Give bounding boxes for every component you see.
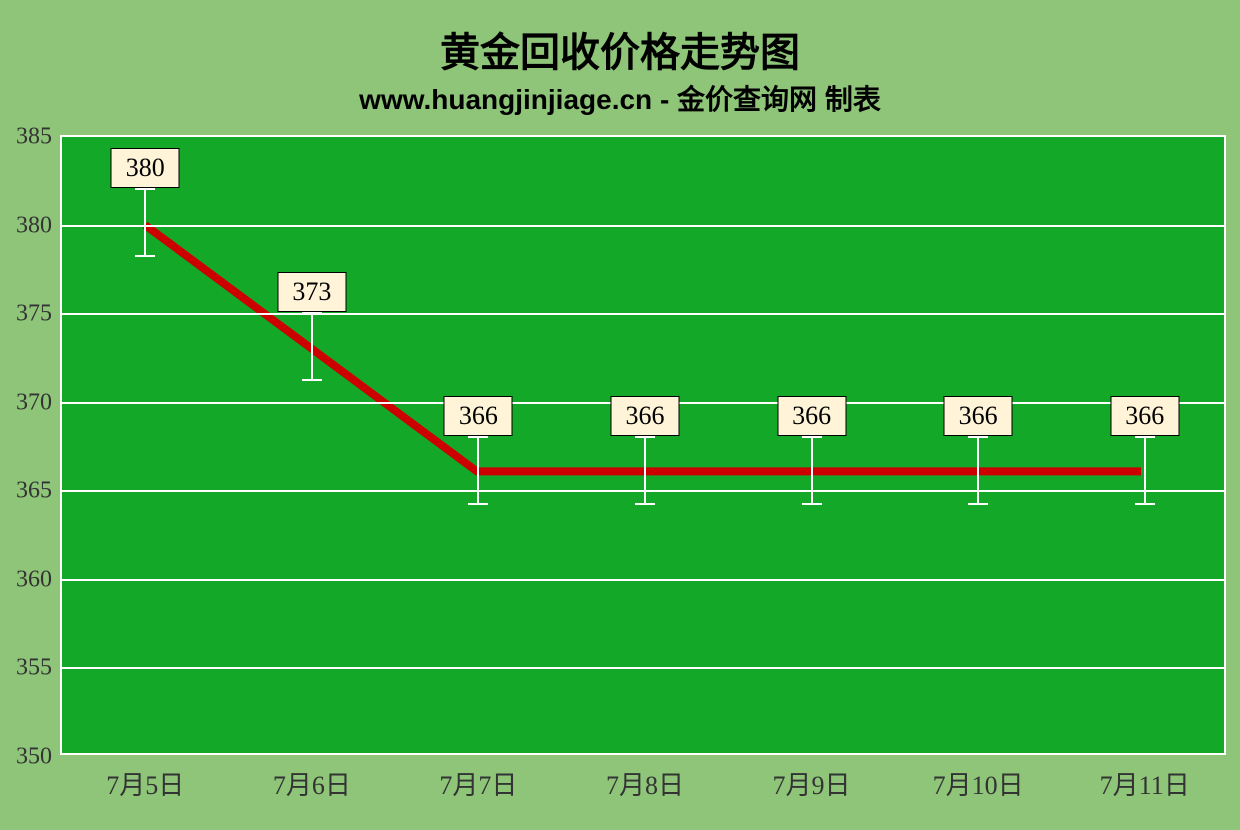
callout-line [477, 436, 479, 504]
ytick-label: 360 [16, 566, 52, 593]
data-label: 366 [444, 396, 513, 436]
xtick-label: 7月8日 [606, 765, 684, 802]
gridline [62, 225, 1224, 227]
callout-cap [302, 312, 322, 314]
callout-line [144, 188, 146, 256]
ytick-label: 350 [16, 744, 52, 771]
callout-cap [468, 436, 488, 438]
xtick-label: 7月6日 [273, 765, 351, 802]
gridline [62, 490, 1224, 492]
callout-cap [968, 436, 988, 438]
ytick-label: 370 [16, 389, 52, 416]
callout-cap [468, 503, 488, 505]
gridline [62, 667, 1224, 669]
data-label: 380 [111, 148, 180, 188]
data-label: 373 [277, 272, 346, 312]
callout-cap [802, 436, 822, 438]
callout-cap [802, 503, 822, 505]
xtick-label: 7月5日 [106, 765, 184, 802]
ytick-label: 365 [16, 478, 52, 505]
chart-title: 黄金回收价格走势图 [440, 20, 800, 78]
line-series [62, 137, 1224, 753]
data-label: 366 [944, 396, 1013, 436]
xtick-label: 7月9日 [773, 765, 851, 802]
callout-cap [135, 255, 155, 257]
callout-cap [1135, 503, 1155, 505]
callout-cap [968, 503, 988, 505]
data-label: 366 [611, 396, 680, 436]
callout-line [644, 436, 646, 504]
callout-cap [1135, 436, 1155, 438]
gridline [62, 313, 1224, 315]
callout-line [977, 436, 979, 504]
callout-cap [302, 379, 322, 381]
xtick-label: 7月10日 [933, 765, 1024, 802]
ytick-label: 385 [16, 124, 52, 151]
data-label: 366 [777, 396, 846, 436]
ytick-label: 380 [16, 212, 52, 239]
callout-cap [135, 188, 155, 190]
chart-subtitle: www.huangjinjiage.cn - 金价查询网 制表 [359, 78, 881, 118]
callout-cap [635, 503, 655, 505]
xtick-label: 7月7日 [439, 765, 517, 802]
plot-area: 3503553603653703753803857月5日7月6日7月7日7月8日… [60, 135, 1226, 755]
xtick-label: 7月11日 [1100, 765, 1190, 802]
callout-cap [635, 436, 655, 438]
callout-line [811, 436, 813, 504]
callout-line [311, 312, 313, 380]
data-label: 366 [1110, 396, 1179, 436]
ytick-label: 355 [16, 655, 52, 682]
callout-line [1144, 436, 1146, 504]
chart-container: 黄金回收价格走势图 www.huangjinjiage.cn - 金价查询网 制… [0, 0, 1240, 830]
ytick-label: 375 [16, 301, 52, 328]
gridline [62, 579, 1224, 581]
